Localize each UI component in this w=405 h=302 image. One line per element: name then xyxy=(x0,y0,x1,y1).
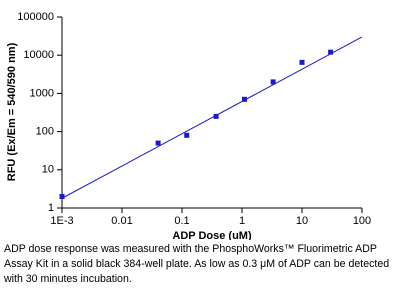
y-tick-label: 1 xyxy=(48,202,54,214)
x-axis-title: ADP Dose (uM) xyxy=(172,230,252,240)
x-tick-label: 0.01 xyxy=(111,215,132,227)
caption: ADP dose response was measured with the … xyxy=(4,243,390,285)
y-tick-label: 100000 xyxy=(17,11,54,23)
data-point xyxy=(155,140,161,146)
chart: ADP Dose (uM) RFU (Ex/Em = 540/590 nm) 1… xyxy=(6,11,371,240)
fit-line xyxy=(61,36,363,199)
x-tick-label: 1E-3 xyxy=(50,215,73,227)
data-point xyxy=(299,59,305,65)
data-point xyxy=(213,113,219,119)
data-point xyxy=(328,49,334,55)
x-tick-label: 0.1 xyxy=(174,215,189,227)
x-tick-label: 100 xyxy=(353,215,371,227)
data-point xyxy=(270,79,276,85)
data-point xyxy=(241,96,247,102)
y-axis-title: RFU (Ex/Em = 540/590 nm) xyxy=(6,42,18,181)
x-tick-label: 1 xyxy=(239,215,245,227)
y-tick-label: 10000 xyxy=(23,49,54,61)
y-tick-label: 1000 xyxy=(30,87,54,99)
y-tick-label: 10 xyxy=(42,164,54,176)
x-tick-label: 10 xyxy=(296,215,308,227)
data-point xyxy=(184,132,190,138)
y-tick-label: 100 xyxy=(36,126,54,138)
data-point xyxy=(59,194,65,200)
